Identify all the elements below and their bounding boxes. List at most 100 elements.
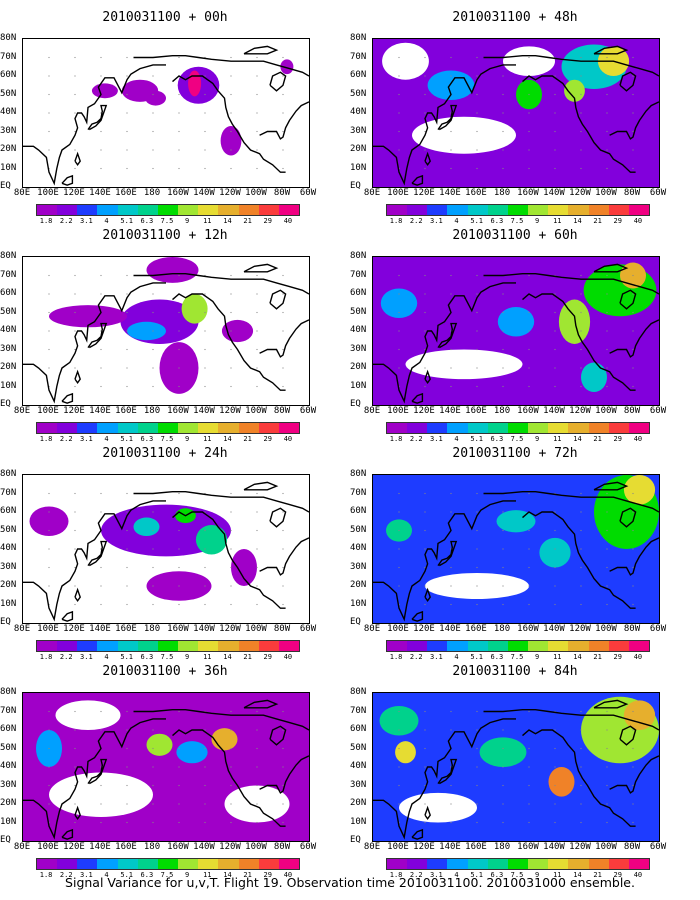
lon-tick-label: 160E [465, 842, 487, 852]
grid-dot [554, 75, 556, 77]
colorbar-tick-label: 21 [593, 435, 602, 443]
lat-tick-label: 80N [0, 33, 17, 43]
coastline [437, 540, 458, 567]
colorbar-tick-label: 40 [283, 871, 293, 879]
heatmap-svg [23, 45, 309, 186]
grid-dot [230, 784, 232, 787]
grid-dot [100, 75, 102, 77]
grid-dot [554, 803, 556, 805]
heatmap-region [195, 524, 228, 555]
grid-dot [178, 529, 180, 532]
lon-tick-label: 180 [493, 406, 511, 416]
coastline [609, 537, 659, 576]
grid-dot [476, 311, 478, 314]
lon-tick-label: 160E [115, 842, 137, 852]
colorbar-tick-label: 6.3 [490, 217, 504, 225]
grid-dot [554, 348, 556, 351]
coastline [133, 708, 309, 731]
grid-dot [450, 821, 452, 824]
grid-dot [256, 784, 258, 787]
grid-dot [424, 149, 426, 151]
grid-dot [230, 56, 232, 59]
colorbar-tick-label: 3.1 [430, 217, 443, 225]
panel-title: 2010031100 + 48h [452, 10, 578, 25]
heatmap-region [382, 42, 429, 80]
heatmap-region [55, 700, 121, 730]
grid-dot [554, 149, 556, 151]
grid-dot [74, 585, 76, 587]
heatmap-region [496, 510, 536, 533]
colorbar-segment [387, 205, 408, 215]
colorbar-tick-label: 2.2 [409, 217, 423, 225]
grid-dot [126, 112, 128, 114]
lon-tick-label: 160W [517, 188, 539, 198]
grid-dot [48, 56, 50, 59]
colorbar-segment [97, 859, 118, 869]
lon-tick-label: 140W [543, 842, 565, 852]
coastline [424, 805, 431, 821]
grid-dot [126, 747, 128, 750]
lat-tick-label: 50N [0, 88, 17, 99]
grid-dot [554, 766, 556, 768]
grid-dot [450, 585, 452, 587]
grid-dot [230, 130, 232, 133]
grid-dot [282, 729, 284, 731]
heatmap-svg [373, 257, 659, 405]
colorbar-segment [427, 205, 448, 215]
colorbar-segment [427, 859, 448, 869]
grid-dot [230, 729, 232, 731]
grid-dot [100, 566, 102, 569]
lon-tick-label: 100E [387, 188, 409, 198]
lat-tick-label: 50N [0, 742, 17, 753]
lat-tick-label: 70N [0, 51, 17, 62]
grid-dot [450, 130, 452, 133]
lat-tick-label: 80N [350, 251, 367, 261]
grid-dot [126, 511, 128, 513]
map-plot-area [372, 692, 660, 842]
grid-dot [74, 293, 76, 295]
lon-tick-label: 160E [465, 624, 487, 634]
grid-dot [606, 585, 608, 587]
coastline [259, 101, 309, 140]
grid-dot [502, 130, 504, 133]
grid-dot [100, 511, 102, 513]
lon-tick-label: 120W [219, 188, 241, 198]
grid-dot [230, 511, 232, 513]
grid-dot [230, 293, 232, 295]
lat-tick-label: 70N [350, 705, 367, 716]
colorbar-segment [588, 859, 609, 869]
grid-dot [178, 821, 180, 824]
grid-dot [100, 293, 102, 295]
lat-tick-label: 30N [350, 561, 367, 572]
grid-dot [632, 548, 634, 550]
colorbar-segment [548, 859, 569, 869]
lat-tick-label: 20N [0, 144, 17, 154]
panel-title: 2010031100 + 12h [102, 228, 228, 243]
grid-dot [580, 311, 582, 314]
colorbar-ticks: 1.8 2.2 3.1 4 5.1 6.3 7.5 9 11 14 21 29 40 [386, 217, 648, 225]
colorbar-segment [387, 641, 408, 651]
colorbar-segment [238, 205, 259, 215]
grid-dot [230, 112, 232, 114]
coastline [593, 699, 629, 709]
colorbar-tick-label: 40 [633, 871, 643, 879]
grid-dot [450, 293, 452, 295]
coastline [522, 511, 636, 609]
grid-dot [256, 75, 258, 77]
colorbar [386, 204, 650, 216]
lat-tick-label: EQ [0, 181, 11, 191]
heatmap-svg [23, 257, 309, 404]
coastline [243, 481, 279, 491]
map-panel: 2010031100 + 12h EQ 10N 20N 30N 40N 50N 60N 70N 8… [0, 226, 340, 446]
coastline [87, 758, 108, 785]
colorbar-tick-label: 6.3 [490, 435, 504, 443]
coastline [483, 708, 659, 731]
grid-dot [282, 130, 284, 133]
grid-dot [100, 585, 102, 587]
colorbar-segment [218, 859, 239, 869]
lon-tick-label: 140W [193, 188, 215, 198]
lat-tick-label: 10N [0, 162, 17, 173]
coastline [74, 151, 81, 167]
lat-tick-label: 10N [350, 816, 367, 827]
lat-tick-label: 20N [350, 580, 367, 590]
